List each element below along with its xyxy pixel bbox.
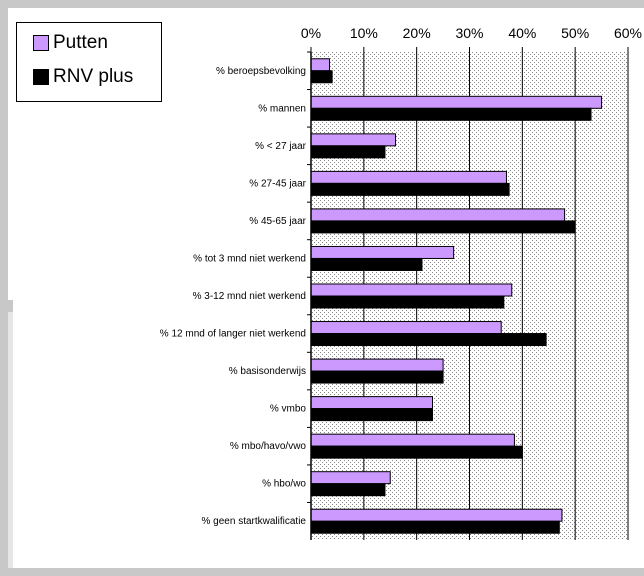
legend-item-putten: Putten xyxy=(33,31,108,55)
legend-item-rnv-plus: RNV plus xyxy=(33,65,133,89)
legend-label-putten: Putten xyxy=(53,32,108,53)
x-axis-ticks: 0% 10% 20% 30% 40% 50% 60% xyxy=(301,25,642,52)
x-tick-label-20: 20% xyxy=(403,25,431,41)
x-tick-label-0: 0% xyxy=(301,25,321,41)
bar-rnv-plus-10 xyxy=(310,445,523,459)
x-tick-label-50: 50% xyxy=(561,25,589,41)
bar-rnv-plus-9 xyxy=(310,408,434,422)
legend-label-rnv-plus: RNV plus xyxy=(53,66,134,87)
category-label-10: % mbo/havo/vwo xyxy=(230,441,307,452)
bar-rnv-plus-2 xyxy=(310,145,386,159)
bar-rnv-plus-6 xyxy=(310,295,505,309)
bar-putten-1 xyxy=(310,95,603,109)
x-tick-label-60: 60% xyxy=(614,25,642,41)
bars xyxy=(310,58,603,534)
category-label-2: % < 27 jaar xyxy=(255,141,307,152)
bar-rnv-plus-7 xyxy=(310,333,547,347)
x-tick-label-40: 40% xyxy=(508,25,536,41)
legend-swatch-rnv-plus xyxy=(33,69,49,85)
bar-rnv-plus-0 xyxy=(310,70,333,84)
frame-top xyxy=(0,0,644,8)
bar-putten-12 xyxy=(310,508,563,522)
bar-rnv-plus-1 xyxy=(310,107,592,121)
bar-rnv-plus-5 xyxy=(310,257,423,271)
category-label-9: % vmbo xyxy=(270,404,307,415)
category-label-8: % basisonderwijs xyxy=(229,366,306,377)
frame-left-lower xyxy=(0,300,8,576)
bar-putten-10 xyxy=(310,433,515,447)
bar-putten-3 xyxy=(310,170,507,184)
bar-rnv-plus-4 xyxy=(310,220,576,234)
bar-putten-4 xyxy=(310,208,566,222)
bar-rnv-plus-11 xyxy=(310,483,386,497)
category-label-6: % 3-12 mnd niet werkend xyxy=(193,291,306,302)
legend: Putten RNV plus xyxy=(16,22,162,102)
bar-putten-5 xyxy=(310,245,455,259)
category-label-4: % 45-65 jaar xyxy=(249,216,306,227)
frame-left xyxy=(0,0,8,300)
bar-putten-6 xyxy=(310,283,513,297)
category-labels: % beroepsbevolking % mannen % < 27 jaar % 2… xyxy=(160,51,311,527)
bar-putten-0 xyxy=(310,58,330,72)
category-label-1: % mannen xyxy=(258,103,306,114)
category-label-3: % 27-45 jaar xyxy=(249,178,306,189)
category-label-0: % beroepsbevolking xyxy=(216,66,306,77)
category-label-5: % tot 3 mnd niet werkend xyxy=(193,253,306,264)
category-label-7: % 12 mnd of langer niet werkend xyxy=(160,329,306,340)
frame-bottom xyxy=(0,568,644,576)
category-label-11: % hbo/wo xyxy=(262,479,306,490)
bar-putten-11 xyxy=(310,471,391,485)
frame-step-shade xyxy=(8,312,13,568)
x-tick-label-30: 30% xyxy=(455,25,483,41)
bar-rnv-plus-3 xyxy=(310,182,510,196)
bar-putten-9 xyxy=(310,396,434,410)
bar-rnv-plus-8 xyxy=(310,370,444,384)
frame-step xyxy=(0,300,13,312)
legend-swatch-putten xyxy=(33,35,49,51)
x-tick-label-10: 10% xyxy=(350,25,378,41)
bar-putten-2 xyxy=(310,133,397,147)
category-label-12: % geen startkwalificatie xyxy=(202,516,307,527)
bar-rnv-plus-12 xyxy=(310,520,560,534)
bar-putten-8 xyxy=(310,358,444,372)
bar-putten-7 xyxy=(310,321,502,335)
